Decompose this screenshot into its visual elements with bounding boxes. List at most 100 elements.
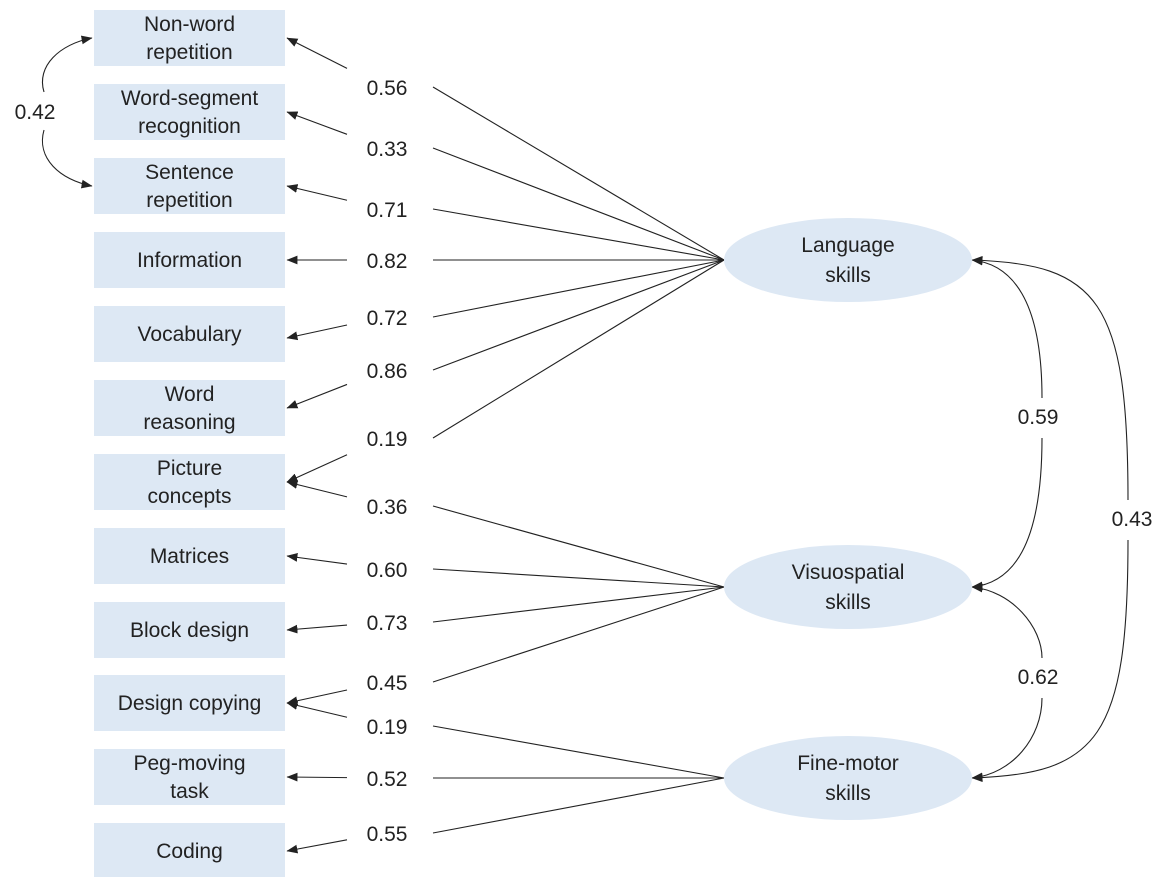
loading-arrow [286, 772, 348, 782]
loading-line [432, 777, 725, 834]
correlation-arc [41, 129, 93, 189]
correlation-arc [971, 697, 1043, 782]
loading-arrow [286, 624, 348, 634]
indicator-label: Non-word [144, 13, 235, 36]
loading-arrow [286, 553, 348, 565]
loading-value: 0.73 [367, 612, 408, 635]
loading-value: 0.60 [367, 559, 408, 582]
loading-arrow [286, 37, 348, 69]
loading-path-language-wordseg [286, 111, 725, 261]
indicator-sentrep: Sentence repetition [94, 158, 285, 214]
indicator-box [94, 823, 285, 877]
loading-line [432, 505, 725, 588]
indicator-wordreason: Word reasoning [94, 380, 285, 436]
factor-label: skills [825, 264, 871, 287]
correlation-language-finemotor [971, 255, 1129, 783]
loading-value: 0.19 [367, 428, 408, 451]
loading-line [432, 586, 725, 623]
indicator-block: Block design [94, 602, 285, 658]
nodes-layer: Non-word repetition Word-segment recognitio… [94, 10, 972, 877]
indicator-label: Picture [157, 457, 222, 480]
loading-path-finemotor-designcopy [286, 701, 725, 779]
loading-arrow [286, 454, 348, 483]
indicator-info: Information [94, 232, 285, 288]
loading-path-language-sentrep [286, 184, 725, 261]
indicator-nonword: Non-word repetition [94, 10, 285, 66]
factor-language: Language skills [724, 218, 972, 302]
factor-label: Language [801, 234, 894, 257]
indicator-box [94, 675, 285, 731]
loading-value: 0.19 [367, 716, 408, 739]
correlation-arc [971, 256, 1043, 399]
indicator-box [94, 528, 285, 584]
indicator-coding: Coding [94, 823, 285, 877]
indicator-label: Block design [130, 619, 249, 642]
loading-path-finemotor-peg [286, 772, 724, 782]
indicator-peg: Peg-moving task [94, 749, 285, 805]
loading-arrow [286, 689, 348, 706]
correlation-value: 0.42 [15, 101, 56, 124]
loading-line [432, 725, 725, 779]
loading-arrow [286, 184, 348, 201]
indicator-label: repetition [146, 41, 232, 64]
loading-value: 0.71 [367, 199, 408, 222]
indicator-label: Word [165, 383, 215, 406]
edges-layer [41, 35, 1129, 854]
correlation-arc [971, 539, 1129, 783]
indicator-box [94, 10, 285, 66]
loading-line [432, 86, 725, 261]
factor-ellipse [724, 736, 972, 820]
loading-value: 0.82 [367, 250, 408, 273]
labels-layer: 0.56 0.33 0.71 0.82 0.72 0.86 0.19 0.36 0.60 0.73… [15, 77, 1153, 846]
indicator-label: Vocabulary [138, 323, 242, 346]
indicator-wordseg: Word-segment recognition [94, 84, 285, 140]
factor-visuospatial: Visuospatial skills [724, 545, 972, 629]
indicator-label: Design copying [118, 692, 262, 715]
indicator-matrices: Matrices [94, 528, 285, 584]
indicator-box [94, 158, 285, 214]
factor-label: skills [825, 782, 871, 805]
indicator-picconcepts: Picture concepts [94, 454, 285, 510]
loading-path-visuospatial-picconcepts [286, 480, 725, 588]
indicator-label: reasoning [143, 411, 235, 434]
loading-value: 0.72 [367, 307, 408, 330]
indicator-box [94, 232, 285, 288]
loading-line [432, 259, 725, 439]
factor-label: skills [825, 591, 871, 614]
correlation-visuospatial-finemotor [971, 583, 1043, 782]
loading-path-language-wordreason [286, 259, 725, 409]
indicator-label: Word-segment [121, 87, 258, 110]
indicator-vocab: Vocabulary [94, 306, 285, 362]
correlation-arc [971, 437, 1043, 591]
loading-value: 0.36 [367, 496, 408, 519]
correlation-arc [41, 35, 93, 93]
loading-line [432, 147, 725, 261]
loading-arrow [286, 324, 348, 341]
factor-ellipse [724, 218, 972, 302]
indicator-label: Peg-moving [133, 752, 245, 775]
loading-path-visuospatial-block [286, 586, 725, 634]
indicator-box [94, 749, 285, 805]
factor-ellipse [724, 545, 972, 629]
loading-value: 0.45 [367, 672, 408, 695]
correlation-arc [971, 255, 1129, 501]
indicator-box [94, 306, 285, 362]
indicator-label: Coding [156, 840, 223, 863]
correlation-value: 0.59 [1018, 406, 1059, 429]
loading-arrow [286, 839, 348, 854]
loading-value: 0.33 [367, 138, 408, 161]
correlation-language-visuospatial [971, 256, 1043, 591]
loading-arrow [286, 111, 348, 135]
indicator-label: recognition [138, 115, 241, 138]
factor-label: Fine-motor [797, 752, 899, 775]
correlation-arc [971, 583, 1043, 659]
indicator-box [94, 602, 285, 658]
indicator-box [94, 454, 285, 510]
indicator-label: repetition [146, 189, 232, 212]
indicator-designcopy: Design copying [94, 675, 285, 731]
loading-line [432, 259, 725, 318]
factor-label: Visuospatial [792, 561, 905, 584]
loading-line [432, 208, 725, 261]
loading-path-language-vocab [286, 259, 725, 341]
loading-value: 0.56 [367, 77, 408, 100]
